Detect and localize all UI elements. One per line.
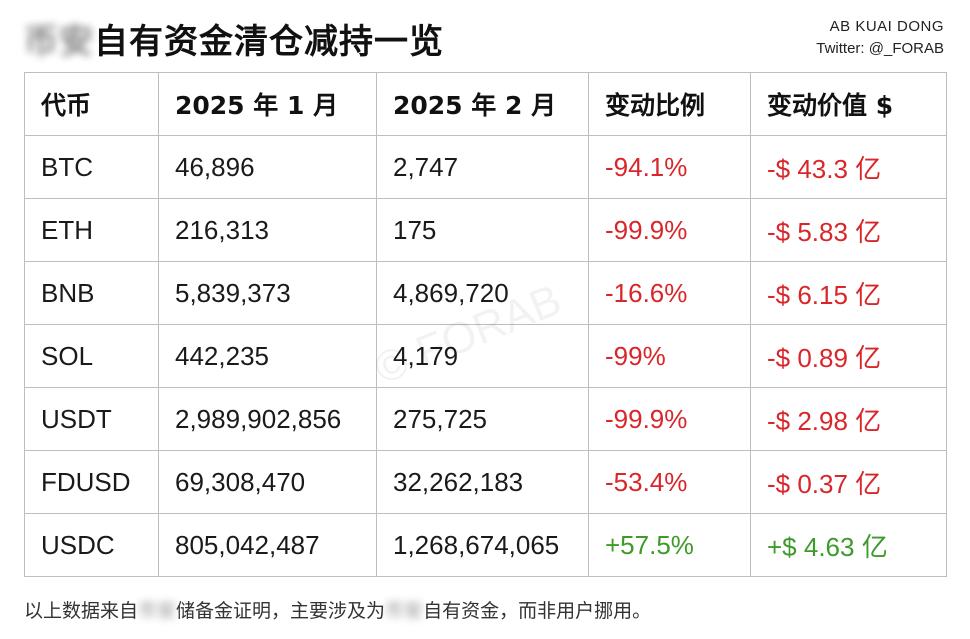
brand-twitter: Twitter: @_FORAB xyxy=(816,40,944,57)
table-row: FDUSD 69,308,470 32,262,183 -53.4% -$ 0.… xyxy=(24,450,947,514)
table-body: BTC 46,896 2,747 -94.1% -$ 43.3 亿 ETH 21… xyxy=(24,135,947,577)
cell-change-value: +$ 4.63 亿 xyxy=(750,513,947,577)
cell-change-value: -$ 0.89 亿 xyxy=(750,324,947,388)
cell-token: USDT xyxy=(24,387,159,451)
header-change-value: 变动价值 $ xyxy=(750,72,947,136)
cell-feb: 4,869,720 xyxy=(376,261,589,325)
table-row: USDC 805,042,487 1,268,674,065 +57.5% +$… xyxy=(24,513,947,577)
header-token: 代币 xyxy=(24,72,159,136)
header-change-percent: 变动比例 xyxy=(588,72,751,136)
cell-jan: 216,313 xyxy=(158,198,377,262)
cell-token: FDUSD xyxy=(24,450,159,514)
cell-jan: 69,308,470 xyxy=(158,450,377,514)
cell-feb: 275,725 xyxy=(376,387,589,451)
cell-feb: 32,262,183 xyxy=(376,450,589,514)
table-header-row: 代币 2025 年 1 月 2025 年 2 月 变动比例 变动价值 $ xyxy=(24,72,947,136)
cell-change-value: -$ 2.98 亿 xyxy=(750,387,947,451)
cell-change-percent: -99% xyxy=(588,324,751,388)
cell-token: ETH xyxy=(24,198,159,262)
cell-change-percent: -99.9% xyxy=(588,198,751,262)
cell-token: SOL xyxy=(24,324,159,388)
cell-feb: 175 xyxy=(376,198,589,262)
title-blurred-prefix: 币安 xyxy=(24,22,94,62)
footnote-blurred-1: 币安 xyxy=(138,600,177,622)
cell-feb: 4,179 xyxy=(376,324,589,388)
cell-feb: 2,747 xyxy=(376,135,589,199)
cell-change-percent: -94.1% xyxy=(588,135,751,199)
cell-change-percent: -99.9% xyxy=(588,387,751,451)
table-row: BNB 5,839,373 4,869,720 -16.6% -$ 6.15 亿 xyxy=(24,261,947,325)
cell-change-value: -$ 0.37 亿 xyxy=(750,450,947,514)
cell-change-percent: +57.5% xyxy=(588,513,751,577)
cell-feb: 1,268,674,065 xyxy=(376,513,589,577)
brand-credit: AB KUAI DONG Twitter: @_FORAB xyxy=(816,16,944,60)
cell-jan: 5,839,373 xyxy=(158,261,377,325)
table-row: ETH 216,313 175 -99.9% -$ 5.83 亿 xyxy=(24,198,947,262)
cell-token: BTC xyxy=(24,135,159,199)
cell-jan: 805,042,487 xyxy=(158,513,377,577)
table-row: BTC 46,896 2,747 -94.1% -$ 43.3 亿 xyxy=(24,135,947,199)
footnote-part-1: 以上数据来自 xyxy=(24,600,139,622)
table-row: USDT 2,989,902,856 275,725 -99.9% -$ 2.9… xyxy=(24,387,947,451)
cell-change-percent: -16.6% xyxy=(588,261,751,325)
footnote-part-3: 自有资金，而非用户挪用。 xyxy=(423,600,652,622)
cell-token: USDC xyxy=(24,513,159,577)
header-feb-2025: 2025 年 2 月 xyxy=(376,72,589,136)
header-jan-2025: 2025 年 1 月 xyxy=(158,72,377,136)
holdings-table-container: 代币 2025 年 1 月 2025 年 2 月 变动比例 变动价值 $ BTC… xyxy=(24,72,947,577)
page-title: 币安自有资金清仓减持一览 xyxy=(24,14,444,63)
cell-jan: 46,896 xyxy=(158,135,377,199)
footnote-blurred-2: 币安 xyxy=(385,600,424,622)
cell-change-value: -$ 43.3 亿 xyxy=(750,135,947,199)
cell-jan: 2,989,902,856 xyxy=(158,387,377,451)
table-row: SOL 442,235 4,179 -99% -$ 0.89 亿 xyxy=(24,324,947,388)
brand-name: AB KUAI DONG xyxy=(829,18,944,35)
cell-token: BNB xyxy=(24,261,159,325)
footnote-part-2: 储备金证明，主要涉及为 xyxy=(176,600,386,622)
cell-change-value: -$ 5.83 亿 xyxy=(750,198,947,262)
holdings-table: 代币 2025 年 1 月 2025 年 2 月 变动比例 变动价值 $ BTC… xyxy=(24,72,947,577)
title-text: 自有资金清仓减持一览 xyxy=(94,22,444,62)
cell-jan: 442,235 xyxy=(158,324,377,388)
cell-change-value: -$ 6.15 亿 xyxy=(750,261,947,325)
footnote: 以上数据来自币安储备金证明，主要涉及为币安自有资金，而非用户挪用。 xyxy=(24,596,651,623)
cell-change-percent: -53.4% xyxy=(588,450,751,514)
